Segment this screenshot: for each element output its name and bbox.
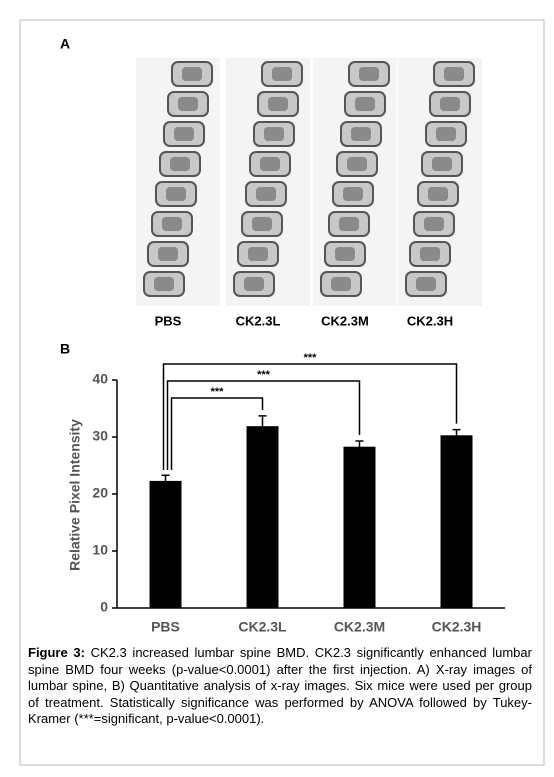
significance-bracket — [170, 397, 264, 470]
vertebra-core — [335, 247, 355, 261]
vertebra-core — [444, 67, 464, 81]
y-tick-label: 10 — [92, 542, 108, 558]
significance-label: *** — [304, 352, 318, 364]
xray-images — [136, 58, 482, 306]
error-bar — [258, 415, 267, 427]
significance-bracket — [166, 380, 361, 470]
vertebra-core — [424, 217, 444, 231]
vertebra-core — [268, 97, 288, 111]
panel-label: A — [60, 36, 70, 52]
error-bar — [355, 440, 364, 447]
bar — [343, 446, 376, 608]
caption-text: CK2.3 increased lumbar spine BMD. CK2.3 … — [28, 645, 532, 726]
vertebra-core — [428, 187, 448, 201]
vertebra-core — [182, 67, 202, 81]
vertebra-core — [339, 217, 359, 231]
vertebra-core — [166, 187, 186, 201]
vertebra-core — [272, 67, 292, 81]
x-tick-label: PBS — [151, 619, 180, 635]
y-tick-label: 30 — [92, 428, 108, 444]
vertebra-core — [174, 127, 194, 141]
vertebra-core — [256, 187, 276, 201]
figure-border — [19, 19, 545, 766]
error-bar — [452, 428, 461, 436]
vertebra-core — [420, 247, 440, 261]
vertebra-core — [244, 277, 264, 291]
vertebra-core — [331, 277, 351, 291]
vertebra-core — [359, 67, 379, 81]
image-label: CK2.3H — [407, 313, 453, 328]
bar — [246, 426, 279, 608]
significance-bracket — [162, 363, 458, 470]
y-axis-label: Relative Pixel Intensity — [67, 419, 83, 571]
vertebra-core — [248, 247, 268, 261]
y-tick-label: 0 — [100, 599, 108, 615]
panel-label: B — [60, 341, 70, 357]
vertebra-core — [351, 127, 371, 141]
vertebra-core — [158, 247, 178, 261]
caption-label: Figure 3: — [28, 645, 85, 660]
y-tick-label: 20 — [92, 485, 108, 501]
y-tick-label: 40 — [92, 371, 108, 387]
vertebra-core — [436, 127, 456, 141]
x-tick-label: CK2.3M — [334, 619, 385, 635]
vertebra-core — [355, 97, 375, 111]
vertebra-core — [343, 187, 363, 201]
significance-label: *** — [257, 369, 271, 381]
x-tick-label: CK2.3L — [238, 619, 287, 635]
bar — [440, 435, 473, 608]
vertebra-core — [162, 217, 182, 231]
image-label: PBS — [155, 313, 182, 328]
vertebra-core — [432, 157, 452, 171]
vertebra-core — [252, 217, 272, 231]
vertebra-core — [416, 277, 436, 291]
image-label: CK2.3M — [321, 313, 369, 328]
error-bar — [161, 474, 170, 481]
vertebra-core — [440, 97, 460, 111]
caption: Figure 3: CK2.3 increased lumbar spine B… — [28, 645, 532, 728]
vertebra-core — [178, 97, 198, 111]
vertebra-core — [347, 157, 367, 171]
x-tick-label: CK2.3H — [432, 619, 482, 635]
vertebra-core — [260, 157, 280, 171]
bar — [149, 480, 182, 608]
vertebra-core — [154, 277, 174, 291]
vertebra-core — [170, 157, 190, 171]
significance-label: *** — [211, 386, 225, 398]
vertebra-core — [264, 127, 284, 141]
image-label: CK2.3L — [236, 313, 281, 328]
